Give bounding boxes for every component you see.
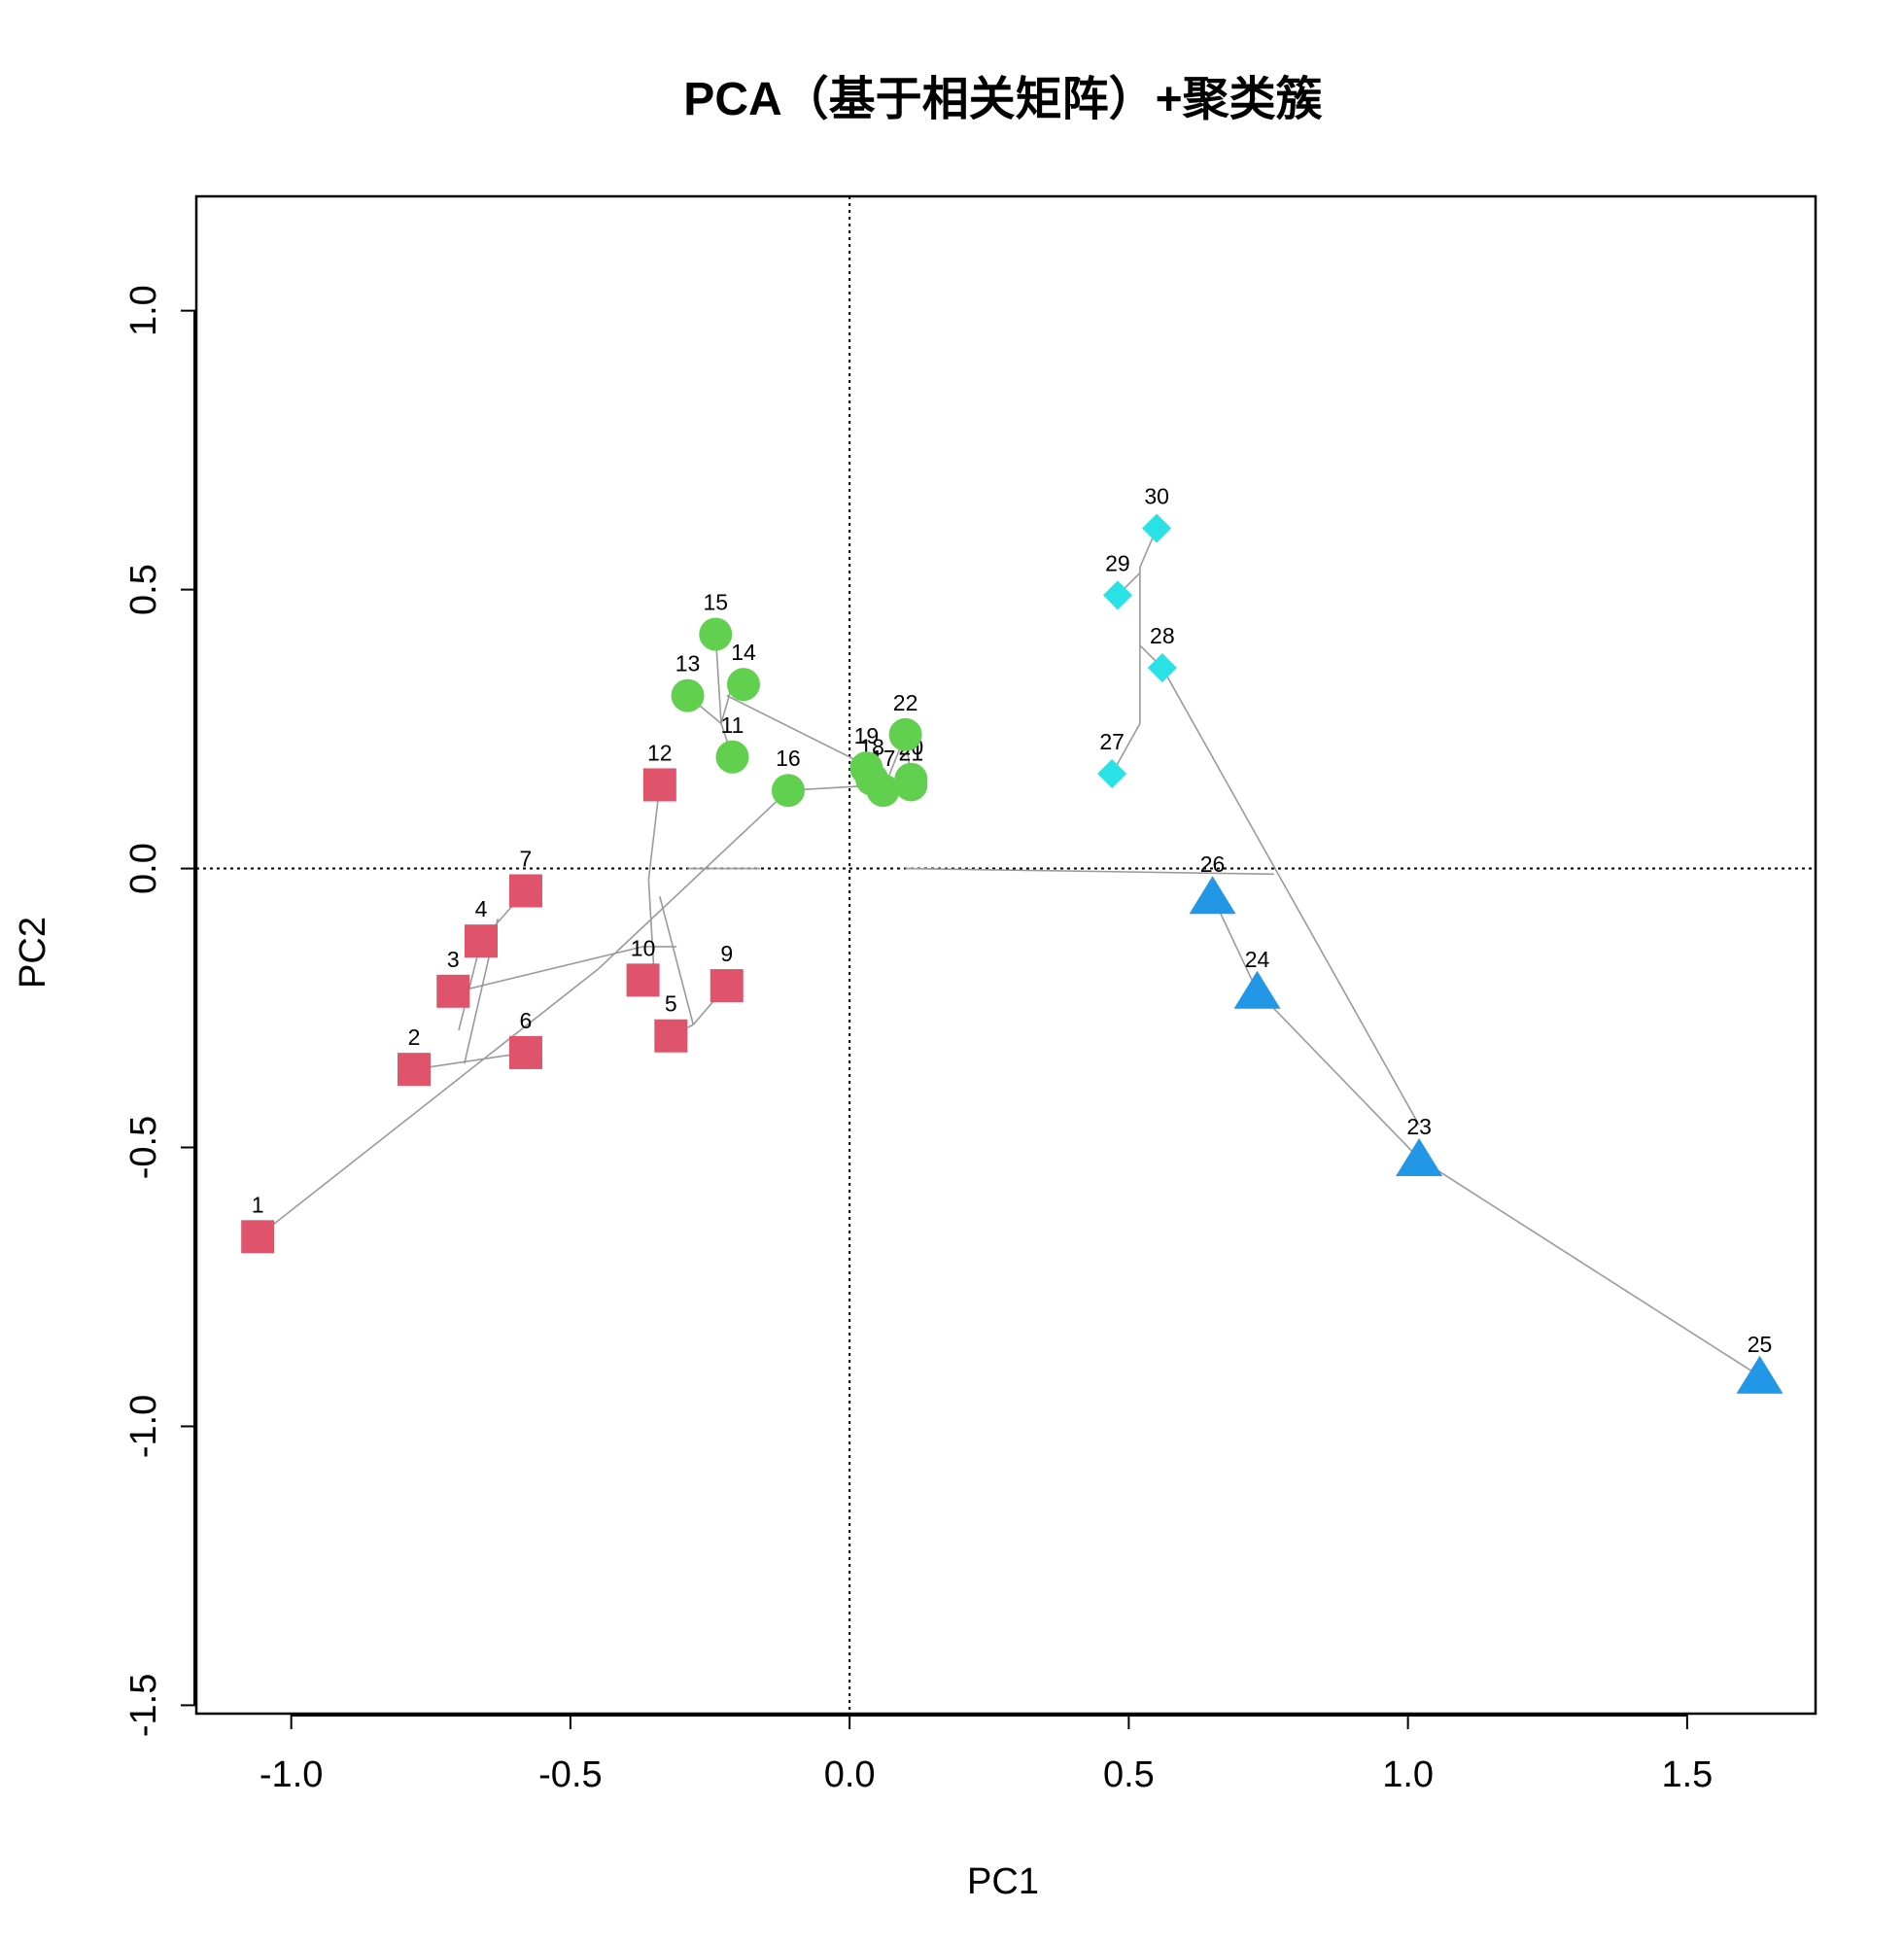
x-tick-label: 1.0 <box>1382 1754 1434 1795</box>
dendrogram-segment <box>659 896 695 1025</box>
point-label: 28 <box>1150 623 1175 648</box>
cluster-3-triangle-marker <box>1233 970 1281 1009</box>
y-tick-label: -0.5 <box>123 1116 164 1179</box>
point-label: 13 <box>675 651 701 677</box>
point-label: 9 <box>720 941 733 966</box>
dendrogram-segment <box>1256 990 1420 1160</box>
point-label: 19 <box>854 723 880 748</box>
cluster-2-circle-marker <box>715 740 749 774</box>
point-label: 7 <box>520 847 533 872</box>
dendrogram-segment <box>905 867 1274 876</box>
point-label: 22 <box>893 690 918 715</box>
point-label: 23 <box>1406 1114 1432 1139</box>
dendrogram-segment <box>647 879 655 975</box>
dendrogram-segment <box>1161 667 1420 1126</box>
cluster-1-square-marker <box>654 1019 688 1053</box>
point-label: 12 <box>647 740 673 765</box>
point-label: 5 <box>665 991 677 1017</box>
point-label: 4 <box>475 896 488 921</box>
cluster-2-circle-marker <box>671 678 705 712</box>
cluster-3-triangle-marker <box>1736 1355 1783 1394</box>
x-tick-label: 0.0 <box>824 1754 876 1795</box>
y-tick-label: -1.0 <box>123 1395 164 1458</box>
cluster-1-square-marker <box>436 974 470 1008</box>
x-tick-label: -1.0 <box>260 1754 323 1795</box>
y-axis-label: PC2 <box>13 917 53 989</box>
cluster-4-diamond-marker <box>1102 580 1132 610</box>
dendrogram-segment <box>726 694 861 764</box>
point-label: 16 <box>776 746 801 771</box>
point-label: 15 <box>703 590 728 615</box>
y-tick-label: 0.0 <box>123 843 164 894</box>
cluster-4-diamond-marker <box>1142 513 1172 543</box>
x-tick-label: -0.5 <box>538 1754 602 1795</box>
cluster-2-circle-marker <box>894 768 928 802</box>
cluster-1-square-marker <box>626 963 660 997</box>
cluster-1-square-marker <box>398 1053 432 1087</box>
x-axis-label: PC1 <box>967 1861 1039 1902</box>
point-label: 27 <box>1099 729 1125 754</box>
point-label: 25 <box>1748 1332 1773 1357</box>
cluster-1-square-marker <box>642 768 676 802</box>
y-tick-label: -1.5 <box>123 1674 164 1737</box>
cluster-4-diamond-marker <box>1097 758 1127 788</box>
cluster-2-circle-marker <box>888 717 922 751</box>
cluster-2-circle-marker <box>849 751 883 785</box>
cluster-1-square-marker <box>508 1035 542 1069</box>
point-label: 11 <box>721 712 744 738</box>
point-label: 30 <box>1144 483 1169 508</box>
y-tick-label: 1.0 <box>123 285 164 336</box>
plot-area: 1234567910121113141516171819202122232425… <box>123 194 1817 1795</box>
cluster-3-triangle-marker <box>1396 1137 1443 1176</box>
dendrogram-segment <box>598 789 789 970</box>
cluster-1-square-marker <box>508 874 542 908</box>
dendrogram-segment <box>1418 1158 1760 1377</box>
dendrogram-segment <box>458 946 643 992</box>
cluster-3-triangle-marker <box>1189 876 1236 915</box>
x-tick-label: 1.5 <box>1661 1754 1713 1795</box>
cluster-2-circle-marker <box>771 774 805 808</box>
cluster-2-circle-marker <box>726 668 760 702</box>
plot-frame <box>194 194 1817 1716</box>
y-tick-label: 0.5 <box>123 564 164 615</box>
point-label: 26 <box>1200 851 1226 877</box>
point-label: 24 <box>1245 947 1270 972</box>
point-label: 10 <box>631 935 656 960</box>
chart-title: PCA（基于相关矩阵）+聚类簇 <box>683 74 1323 125</box>
cluster-1-square-marker <box>241 1220 275 1254</box>
dendrogram-segment <box>257 968 600 1237</box>
point-label: 2 <box>408 1024 421 1050</box>
point-label: 1 <box>252 1192 264 1217</box>
x-tick-label: 0.5 <box>1103 1754 1155 1795</box>
point-label: 29 <box>1105 550 1130 575</box>
cluster-4-diamond-marker <box>1147 652 1177 682</box>
dendrogram-segment <box>413 1052 527 1070</box>
cluster-2-circle-marker <box>699 617 733 651</box>
point-label: 14 <box>731 640 756 665</box>
cluster-1-square-marker <box>710 969 744 1003</box>
point-label: 6 <box>520 1008 533 1033</box>
cluster-1-square-marker <box>464 924 498 958</box>
point-label: 3 <box>447 947 460 972</box>
